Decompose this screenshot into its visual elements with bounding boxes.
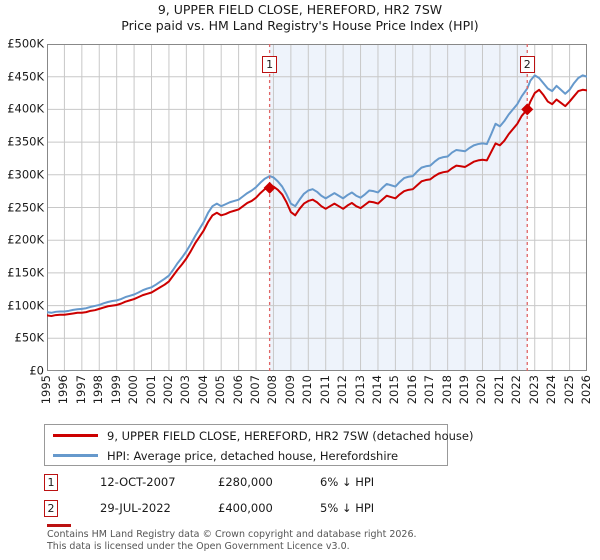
y-axis-tick-label: £400K (7, 101, 44, 116)
x-axis-tick-label: 2003 (178, 375, 193, 405)
footer-line-2: This data is licensed under the Open Gov… (47, 540, 350, 552)
y-axis-tick-label: £200K (7, 232, 44, 247)
x-axis-tick-label: 2018 (439, 375, 454, 405)
x-axis-tick-label: 1995 (39, 375, 53, 405)
y-axis-tick-label: £100K (7, 298, 44, 313)
x-axis-tick-label: 2016 (404, 375, 419, 405)
transaction-price: £280,000 (218, 475, 273, 489)
x-axis-tick-label: 2007 (248, 375, 263, 405)
chart-legend: 9, UPPER FIELD CLOSE, HEREFORD, HR2 7SW … (44, 424, 473, 466)
x-axis-tick-label: 2004 (195, 375, 210, 405)
page-title: 9, UPPER FIELD CLOSE, HEREFORD, HR2 7SW (157, 2, 443, 17)
chart-title-block: 9, UPPER FIELD CLOSE, HEREFORD, HR2 7SW … (0, 2, 600, 34)
x-axis-tick-label: 2000 (126, 375, 141, 405)
transaction-hpi-delta: 6% ↓ HPI (320, 475, 375, 489)
x-axis-tick-label: 2011 (317, 375, 332, 405)
x-axis-tick-label: 1997 (73, 375, 88, 405)
y-axis-tick-label: £500K (7, 36, 44, 51)
x-axis-tick-label: 2024 (544, 375, 559, 405)
x-axis-tick-label: 1999 (108, 375, 123, 405)
sale-point-diamond (521, 103, 534, 116)
x-axis-tick-label: 2002 (160, 375, 175, 405)
footer-divider (47, 524, 71, 527)
y-axis-tick-label: £300K (7, 167, 44, 182)
price-history-line-chart (47, 44, 587, 371)
x-axis-tick-label: 2014 (369, 375, 384, 405)
x-axis-tick-label: 2025 (561, 375, 576, 405)
legend-row-hpi: HPI: Average price, detached house, Here… (45, 445, 447, 466)
transaction-hpi-delta: 5% ↓ HPI (320, 501, 375, 515)
x-axis-tick-label: 2005 (213, 375, 228, 405)
x-axis-tick-label: 2013 (352, 375, 367, 405)
y-axis-tick-label: £350K (7, 134, 44, 149)
x-axis-tick-label: 2015 (387, 375, 402, 405)
y-axis-tick-label: £50K (14, 330, 45, 345)
y-axis-tick-label: £150K (7, 265, 44, 280)
x-axis-tick-label: 2019 (457, 375, 472, 405)
chart-marker-2: 2 (519, 56, 535, 73)
transaction-date: 29-JUL-2022 (100, 501, 171, 515)
x-axis-tick-label: 2020 (474, 375, 489, 405)
transaction-price: £400,000 (218, 501, 273, 515)
legend-row-property: 9, UPPER FIELD CLOSE, HEREFORD, HR2 7SW … (45, 425, 473, 446)
x-axis-tick-label: 2017 (422, 375, 437, 405)
sale-point-diamond (263, 181, 276, 194)
footer-attribution: Contains HM Land Registry data © Crown c… (47, 529, 587, 552)
footer-line-1: Contains HM Land Registry data © Crown c… (47, 529, 417, 540)
x-axis-tick-label: 2012 (335, 375, 350, 405)
x-axis-tick-label: 2001 (143, 375, 158, 405)
page-subtitle: Price paid vs. HM Land Registry's House … (121, 18, 479, 33)
x-axis-tick-label: 2022 (509, 375, 524, 405)
series-line-hpi (47, 74, 587, 314)
legend-label-property: 9, UPPER FIELD CLOSE, HEREFORD, HR2 7SW … (107, 428, 474, 443)
plot-border (47, 44, 587, 371)
chart-marker-1: 1 (262, 56, 278, 73)
y-axis-tick-label: £250K (7, 200, 44, 214)
x-axis-tick-label: 1996 (56, 375, 71, 405)
y-axis-tick-label: £0 (29, 363, 44, 378)
x-axis-tick-label: 2021 (491, 375, 506, 405)
legend-label-hpi: HPI: Average price, detached house, Here… (107, 448, 399, 463)
table-row: 2 29-JUL-2022 £400,000 5% ↓ HPI (40, 498, 460, 524)
y-axis-tick-label: £450K (7, 69, 44, 84)
y-axis-labels: £0 £50K £100K £150K £200K £250K £300K £350K £400… (0, 0, 44, 560)
legend-swatch-hpi (53, 454, 98, 457)
x-axis-tick-label: 2006 (230, 375, 245, 405)
transaction-badge: 2 (44, 500, 58, 517)
legend-swatch-property (53, 434, 98, 437)
x-axis-tick-label: 2008 (265, 375, 280, 405)
x-axis-tick-label: 2009 (282, 375, 297, 405)
table-row: 1 12-OCT-2007 £280,000 6% ↓ HPI (40, 472, 460, 498)
series-line-property (47, 88, 587, 318)
transaction-date: 12-OCT-2007 (100, 475, 176, 489)
x-axis-tick-label: 2010 (300, 375, 315, 405)
x-axis-tick-label: 2026 (579, 375, 593, 405)
x-axis-tick-label: 1998 (91, 375, 106, 405)
chart-plot-area (47, 44, 587, 371)
x-axis-tick-label: 2023 (526, 375, 541, 405)
transactions-table: 1 12-OCT-2007 £280,000 6% ↓ HPI 2 29-JUL… (40, 472, 460, 524)
transaction-badge: 1 (44, 474, 58, 491)
